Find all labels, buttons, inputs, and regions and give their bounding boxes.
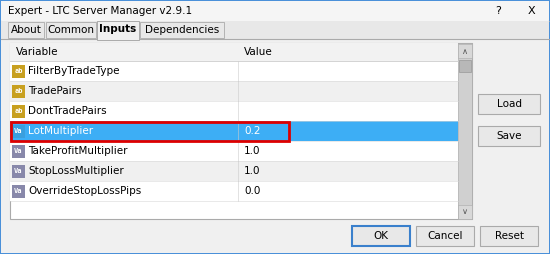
Text: DontTradePairs: DontTradePairs (28, 106, 107, 116)
Bar (12, 85, 25, 98)
Bar (458, 43, 472, 219)
Bar (480, 226, 538, 246)
Text: X: X (527, 6, 535, 15)
Text: Dependencies: Dependencies (145, 25, 219, 35)
Bar (12, 165, 25, 178)
Bar (10, 43, 458, 61)
Text: ∨: ∨ (462, 208, 468, 216)
Bar (1, 246, 549, 253)
Text: 0.0: 0.0 (244, 186, 260, 196)
Text: OverrideStopLossPips: OverrideStopLossPips (28, 186, 141, 196)
Bar (10, 43, 472, 219)
Bar (10, 181, 458, 201)
Text: Inputs: Inputs (100, 24, 136, 35)
Text: ∧: ∧ (462, 46, 468, 56)
Bar (10, 161, 458, 181)
Bar (10, 121, 458, 141)
Text: About: About (10, 25, 41, 35)
Bar (1, 1, 549, 20)
Text: Variable: Variable (16, 47, 58, 57)
Text: OK: OK (373, 231, 388, 241)
Bar (97, 21, 139, 40)
Bar (12, 145, 25, 157)
Text: ab: ab (14, 68, 23, 74)
Bar (458, 205, 472, 219)
Text: Load: Load (497, 99, 521, 109)
Bar (12, 65, 25, 77)
Text: Va: Va (14, 148, 23, 154)
Bar (458, 44, 472, 58)
Text: Va: Va (14, 188, 23, 194)
Text: Value: Value (244, 47, 273, 57)
Bar (10, 121, 289, 140)
Bar (478, 126, 540, 146)
Bar (12, 104, 25, 118)
Bar (416, 226, 474, 246)
Bar (8, 22, 44, 38)
Text: Cancel: Cancel (427, 231, 463, 241)
Bar (10, 61, 458, 81)
Text: 1.0: 1.0 (244, 166, 261, 176)
Text: TradePairs: TradePairs (28, 86, 81, 96)
Bar (478, 94, 540, 114)
Bar (352, 226, 410, 246)
Bar (10, 81, 458, 101)
Bar (46, 22, 96, 38)
Text: 1.0: 1.0 (244, 146, 261, 156)
Text: Va: Va (14, 128, 23, 134)
Text: Reset: Reset (494, 231, 524, 241)
Bar (1, 21, 549, 39)
Text: StopLossMultiplier: StopLossMultiplier (28, 166, 124, 176)
Text: Save: Save (496, 131, 522, 141)
Text: ab: ab (14, 88, 23, 94)
Text: ?: ? (495, 6, 501, 15)
Text: Expert - LTC Server Manager v2.9.1: Expert - LTC Server Manager v2.9.1 (8, 6, 192, 15)
Text: LotMultiplier: LotMultiplier (28, 126, 93, 136)
Bar (12, 124, 25, 137)
Text: FilterByTradeType: FilterByTradeType (28, 66, 119, 76)
Bar (459, 60, 471, 72)
Bar (10, 101, 458, 121)
Text: Common: Common (47, 25, 95, 35)
Bar (140, 22, 224, 38)
Text: 0.2: 0.2 (244, 126, 261, 136)
Text: TakeProfitMultiplier: TakeProfitMultiplier (28, 146, 128, 156)
Text: Va: Va (14, 168, 23, 174)
Bar (98, 38, 138, 40)
Text: ab: ab (14, 108, 23, 114)
Bar (12, 184, 25, 198)
Bar (10, 141, 458, 161)
